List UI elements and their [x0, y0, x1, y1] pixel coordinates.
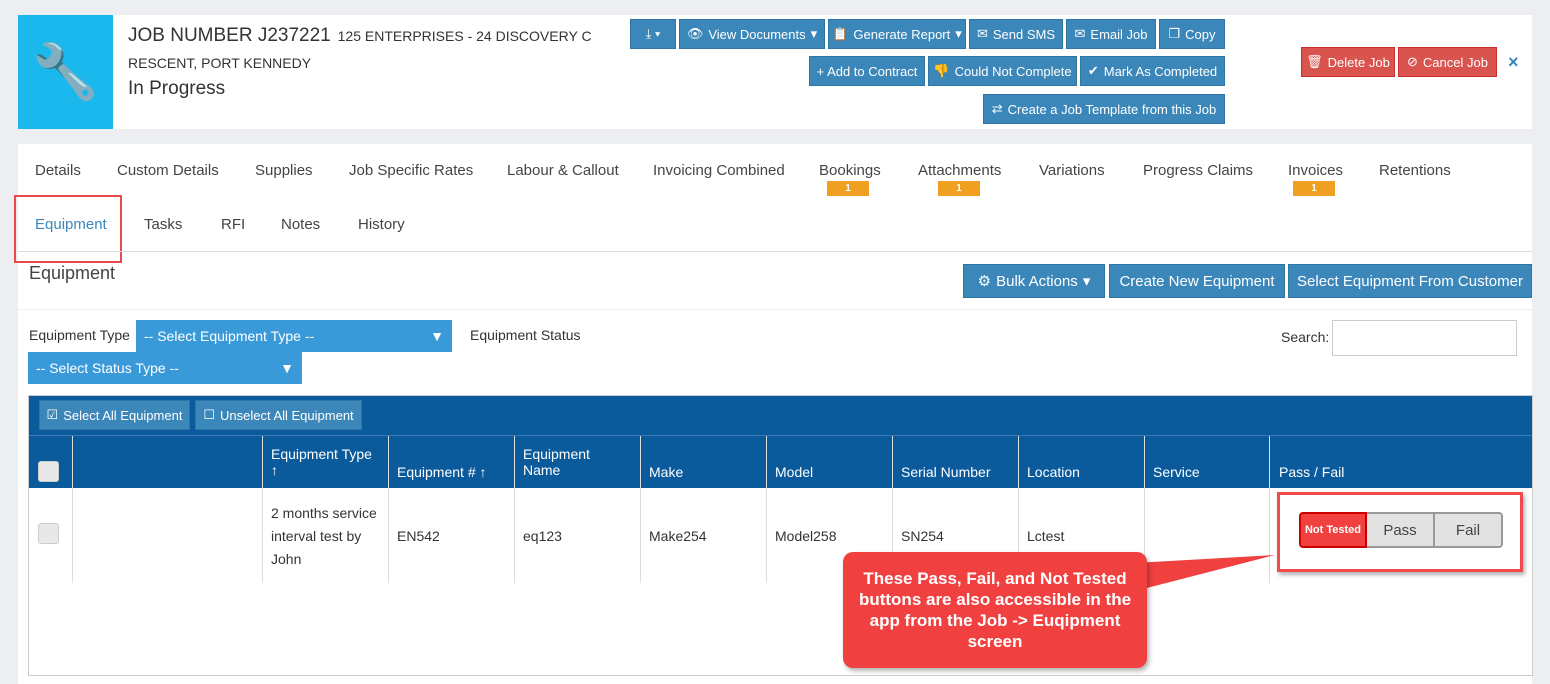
tab-tasks[interactable]: Tasks	[144, 216, 183, 233]
status-type-select[interactable]: -- Select Status Type -- ▼	[28, 352, 302, 384]
divider	[18, 251, 1532, 252]
gear-icon: ⚙	[977, 273, 992, 290]
cell-model: Model258	[775, 528, 837, 544]
cell-equipment-type: 2 months service interval test by John	[271, 505, 377, 567]
column-equipment-number[interactable]: Equipment # ↑	[397, 464, 487, 480]
send-sms-button[interactable]: ✉ Send SMS	[969, 19, 1063, 49]
callout-annotation: These Pass, Fail, and Not Tested buttons…	[843, 552, 1147, 668]
pass-button[interactable]: Pass	[1367, 512, 1435, 548]
equipment-tab-highlight	[14, 195, 122, 263]
header-checkbox[interactable]	[38, 461, 59, 482]
tab-rfi[interactable]: RFI	[221, 216, 246, 233]
copy-button[interactable]: ❐ Copy	[1159, 19, 1225, 49]
divider	[29, 435, 1532, 436]
envelope-icon: ✉	[976, 26, 988, 41]
column-model[interactable]: Model	[775, 464, 814, 480]
download-icon: ⤓ ▾	[645, 26, 661, 41]
bookings-badge: 1	[827, 181, 869, 196]
tab-invoices[interactable]: Invoices	[1288, 162, 1344, 179]
column-make[interactable]: Make	[649, 464, 684, 480]
pass-fail-highlight	[1277, 492, 1523, 572]
tab-history[interactable]: History	[358, 216, 405, 233]
sort-arrow-icon: ↑	[271, 462, 278, 478]
row-checkbox[interactable]	[38, 523, 59, 544]
add-to-contract-button[interactable]: + Add to Contract	[809, 56, 925, 86]
equipment-table: ☑ Select All Equipment ☐ Unselect All Equi…	[28, 395, 1533, 676]
invoices-badge: 1	[1293, 181, 1335, 196]
equipment-type-select[interactable]: -- Select Equipment Type -- ▼	[136, 320, 452, 352]
create-template-button[interactable]: ⇄ Create a Job Template from this Job	[983, 94, 1225, 124]
empty-box-icon: ☐	[203, 407, 215, 422]
column-serial-number[interactable]: Serial Number	[901, 464, 991, 480]
retweet-icon: ⇄	[991, 101, 1003, 116]
tab-custom-details[interactable]: Custom Details	[117, 162, 219, 179]
thumbs-down-icon: 👎	[933, 63, 950, 78]
trash-icon: 🗑	[1306, 54, 1323, 69]
tab-supplies[interactable]: Supplies	[255, 162, 313, 179]
fail-button[interactable]: Fail	[1435, 512, 1503, 548]
could-not-complete-button[interactable]: 👎 Could Not Complete	[928, 56, 1077, 86]
check-icon: ✔	[1087, 63, 1099, 78]
not-tested-button[interactable]: Not Tested	[1299, 512, 1367, 548]
equipment-status-label: Equipment Status	[470, 327, 581, 343]
cell-make: Make254	[649, 528, 707, 544]
create-new-equipment-button[interactable]: Create New Equipment	[1109, 264, 1285, 298]
tab-invoicing-combined[interactable]: Invoicing Combined	[653, 162, 785, 179]
delete-job-button[interactable]: 🗑 Delete Job	[1301, 47, 1395, 77]
copy-icon: ❐	[1168, 26, 1181, 41]
column-equipment-type[interactable]: Equipment Type ↑	[271, 446, 372, 478]
checked-box-icon: ☑	[46, 407, 59, 422]
view-documents-button[interactable]: 👁 View Documents ▾	[679, 19, 825, 49]
tab-details[interactable]: Details	[35, 162, 81, 179]
column-equipment-name[interactable]: Equipment Name	[523, 446, 590, 478]
column-service[interactable]: Service	[1153, 464, 1200, 480]
job-number: JOB NUMBER J237221	[128, 25, 331, 46]
cell-equipment-name: eq123	[523, 528, 562, 544]
column-pass-fail[interactable]: Pass / Fail	[1279, 464, 1345, 480]
job-address-2: RESCENT, PORT KENNEDY	[128, 55, 312, 71]
clipboard-icon: 📋	[832, 26, 849, 41]
tab-notes[interactable]: Notes	[281, 216, 321, 233]
cell-location: Lctest	[1027, 528, 1065, 544]
mark-as-completed-button[interactable]: ✔ Mark As Completed	[1080, 56, 1225, 86]
tab-retentions[interactable]: Retentions	[1379, 162, 1451, 179]
email-job-button[interactable]: ✉ Email Job	[1066, 19, 1156, 49]
tab-labour-callout[interactable]: Labour & Callout	[507, 162, 619, 179]
job-address: 125 ENTERPRISES - 24 DISCOVERY C	[337, 28, 592, 44]
cancel-job-button[interactable]: ⊘ Cancel Job	[1398, 47, 1497, 77]
sort-arrow-icon: ↑	[479, 464, 487, 480]
equipment-type-label: Equipment Type	[29, 327, 130, 343]
tab-equipment[interactable]: Equipment	[35, 216, 107, 233]
pass-fail-toggle: Not Tested Pass Fail	[1299, 512, 1503, 548]
eye-icon: 👁	[686, 26, 704, 41]
cell-equipment-number: EN542	[397, 528, 440, 544]
close-icon[interactable]: ×	[1508, 52, 1519, 72]
select-equipment-from-customer-button[interactable]: Select Equipment From Customer	[1288, 264, 1532, 298]
caret-down-icon: ▼	[430, 328, 444, 344]
ban-icon: ⊘	[1407, 54, 1418, 69]
column-location[interactable]: Location	[1027, 464, 1080, 480]
generate-report-button[interactable]: 📋 Generate Report ▾	[828, 19, 966, 49]
section-title: Equipment	[29, 263, 116, 283]
attachments-badge: 1	[938, 181, 980, 196]
download-button[interactable]: ⤓ ▾	[630, 19, 676, 49]
tab-variations[interactable]: Variations	[1039, 162, 1105, 179]
job-status: In Progress	[128, 78, 226, 99]
caret-down-icon: ▼	[280, 360, 294, 376]
envelope-icon: ✉	[1074, 26, 1086, 41]
tab-job-specific-rates[interactable]: Job Specific Rates	[349, 162, 474, 179]
bulk-actions-button[interactable]: ⚙ Bulk Actions ▾	[963, 264, 1105, 298]
select-all-button[interactable]: ☑ Select All Equipment	[39, 400, 190, 430]
unselect-all-button[interactable]: ☐ Unselect All Equipment	[195, 400, 362, 430]
divider	[18, 309, 1532, 310]
tab-progress-claims[interactable]: Progress Claims	[1143, 162, 1254, 179]
cell-serial: SN254	[901, 528, 944, 544]
search-label: Search:	[1281, 329, 1330, 345]
tab-attachments[interactable]: Attachments	[918, 162, 1002, 179]
wrench-icon: 🔧	[18, 15, 113, 129]
search-input[interactable]	[1332, 320, 1517, 356]
tab-bookings[interactable]: Bookings	[819, 162, 881, 179]
